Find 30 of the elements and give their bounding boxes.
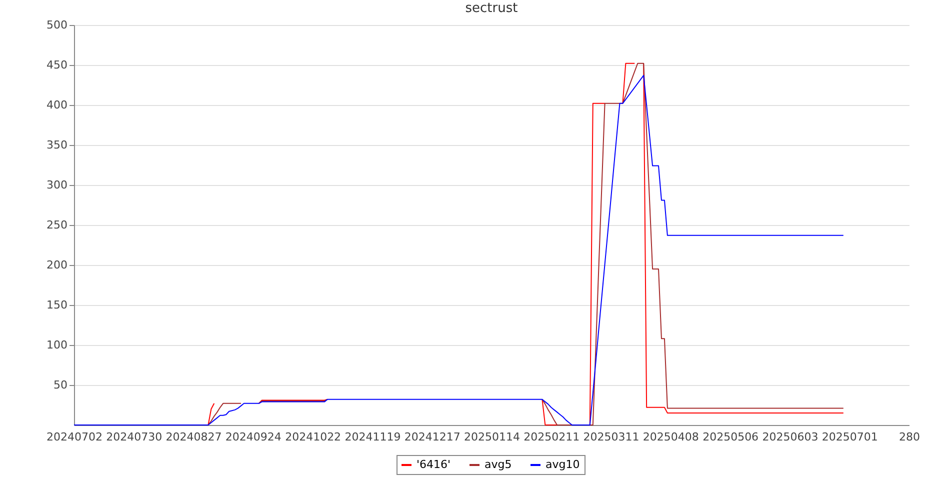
- y-tick-label: 500: [46, 18, 68, 32]
- legend-label: avg10: [546, 458, 580, 471]
- legend-label: avg5: [484, 458, 512, 471]
- x-tick-label: 20240827: [166, 430, 222, 444]
- x-tick-label: 20250701: [822, 430, 878, 444]
- y-tick-label: 200: [46, 258, 68, 272]
- y-tick-label: 50: [54, 378, 68, 392]
- x-tick-label: 20241022: [285, 430, 342, 444]
- x-tick-label: 20240730: [106, 430, 162, 444]
- x-tick-label: 20241217: [404, 430, 460, 444]
- y-tick-label: 150: [46, 298, 68, 312]
- y-tick-label: 400: [46, 98, 68, 112]
- chart-title: sectrust: [465, 1, 518, 16]
- y-tick-label: 350: [46, 138, 68, 152]
- y-tick-label: 450: [46, 58, 68, 72]
- legend-label: '6416': [416, 458, 451, 471]
- y-tick-label: 100: [46, 338, 68, 352]
- x-tick-label: 20250211: [524, 430, 580, 444]
- y-tick-label: 300: [46, 178, 68, 192]
- x-tick-label: 20250603: [762, 430, 818, 444]
- x-tick-label: 20250114: [464, 430, 520, 444]
- x-tick-label: 20241119: [344, 430, 401, 444]
- y-tick-label: 250: [46, 218, 68, 232]
- x-tick-label: 20250506: [702, 430, 759, 444]
- x-tick-label: 20240924: [225, 430, 282, 444]
- x-tick-label: 280: [899, 430, 920, 444]
- x-tick-label: 20250311: [583, 430, 640, 444]
- line-series: [74, 74, 844, 426]
- x-tick-label: 20250408: [642, 430, 699, 444]
- x-tick-label: 20240702: [46, 430, 102, 444]
